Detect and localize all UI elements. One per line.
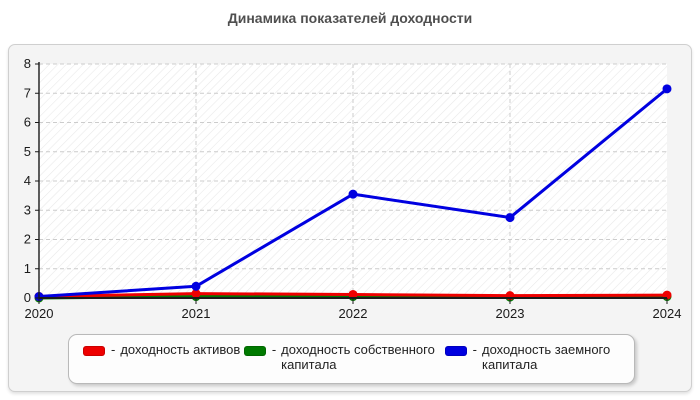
y-tick-label: 5 [24, 144, 31, 159]
legend-swatch-icon [83, 346, 105, 356]
legend-swatch-icon [444, 346, 467, 356]
axes [35, 62, 668, 304]
data-point-marker [191, 281, 201, 291]
x-tick-label: 2021 [182, 306, 211, 321]
chart-svg: 0 1 2 3 4 5 6 7 8 2020 2021 2022 2023 2024 [24, 56, 682, 321]
chart-panel: 0 1 2 3 4 5 6 7 8 2020 2021 2022 2023 2024 - доходност… [8, 44, 692, 392]
legend-dash: - [111, 342, 116, 357]
x-tick-label: 2022 [339, 306, 368, 321]
legend: - доходность активов - доходность собственн… [68, 334, 635, 384]
page-title: Динамика показателей доходности [227, 10, 473, 26]
legend-dash: - [271, 342, 277, 357]
data-point-marker [505, 213, 515, 223]
x-tick-label: 2020 [25, 306, 54, 321]
y-tick-label: 3 [24, 202, 31, 217]
legend-item-label: доходность активов [120, 342, 241, 357]
y-tick-label: 6 [24, 115, 31, 130]
y-tick-label: 4 [24, 173, 31, 188]
data-point-marker [662, 84, 672, 94]
legend-item-label: доходность собственного капитала [281, 342, 435, 372]
y-tick-label: 8 [24, 56, 31, 71]
legend-item: - доходность активов [83, 342, 241, 358]
y-tick-label: 2 [24, 232, 31, 247]
legend-swatch-icon [243, 346, 266, 356]
data-point-marker [191, 289, 201, 299]
legend-dash: - [472, 342, 477, 357]
x-tick-label: 2024 [653, 306, 682, 321]
legend-item: - доходность собственного капитала [243, 342, 441, 373]
legend-item: - доходность заемного капитала [444, 342, 620, 373]
gridlines [39, 63, 667, 298]
y-tick-label: 1 [24, 261, 31, 276]
data-point-marker [348, 289, 358, 299]
y-tick-label: 0 [24, 290, 31, 305]
x-tick-label: 2023 [496, 306, 525, 321]
legend-item-label: доходность заемного капитала [481, 342, 611, 372]
data-point-marker [348, 189, 358, 199]
y-tick-label: 7 [24, 85, 31, 100]
axis-labels: 0 1 2 3 4 5 6 7 8 2020 2021 2022 2023 2024 [24, 56, 682, 321]
